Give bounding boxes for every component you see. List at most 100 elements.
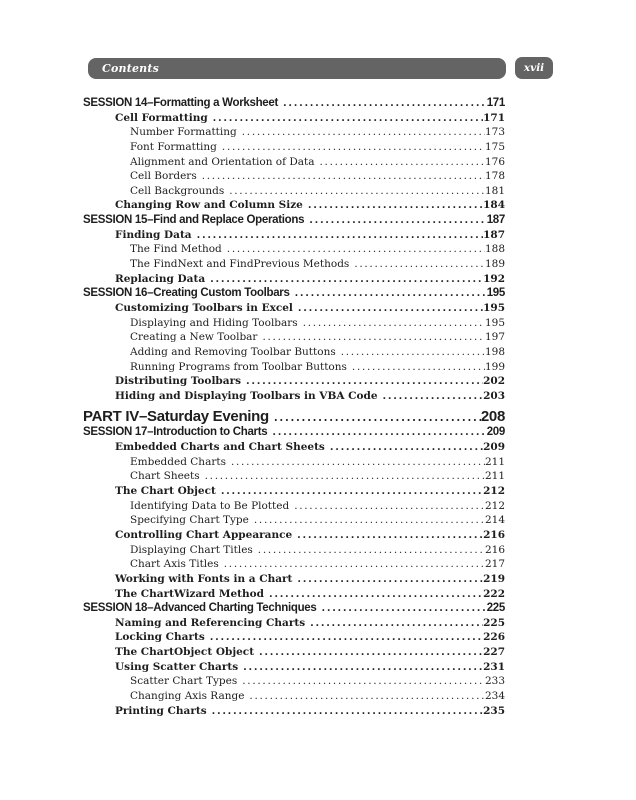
toc-entry-title: Customizing Toolbars in Excel [115, 301, 293, 314]
toc-list: SESSION 14–Formatting a Worksheet 171 Ce… [83, 96, 505, 718]
toc-entry-title: PART IV–Saturday Evening [83, 408, 269, 426]
dot-leader [321, 601, 486, 616]
toc-entry: Changing Row and Column Size 184 [83, 198, 505, 213]
toc-entry-page: 227 [483, 646, 505, 659]
toc-entry: Chart Sheets 211 [83, 469, 505, 484]
toc-entry: Cell Borders 178 [83, 169, 505, 184]
toc-entry-page: 178 [484, 170, 505, 183]
toc-entry: Using Scatter Charts 231 [83, 660, 505, 675]
toc-entry-title: Using Scatter Charts [115, 660, 239, 673]
toc-entry-page: 173 [484, 126, 505, 139]
toc-entry-title: Finding Data [115, 228, 192, 241]
toc-entry-title: Number Formatting [130, 126, 237, 139]
dot-leader [249, 689, 485, 704]
toc-entry: Customizing Toolbars in Excel 195 [83, 301, 505, 316]
toc-entry: SESSION 15–Find and Replace Operations 1… [83, 213, 505, 228]
toc-entry-page: 209 [483, 441, 505, 454]
toc-entry: Controlling Chart Appearance 216 [83, 528, 505, 543]
dot-leader [254, 513, 485, 528]
dot-leader [274, 409, 481, 426]
toc-entry-title: Replacing Data [115, 272, 206, 285]
dot-leader [210, 630, 483, 645]
toc-entry: Working with Fonts in a Chart 219 [83, 572, 505, 587]
toc-entry-title: Working with Fonts in a Chart [115, 572, 293, 585]
toc-entry-page: 202 [483, 375, 505, 388]
toc-entry-title: Cell Borders [130, 170, 197, 183]
toc-entry-title: SESSION 17–Introduction to Charts [83, 426, 268, 439]
toc-entry-title: SESSION 18–Advanced Charting Techniques [83, 602, 317, 615]
toc-entry-page: 187 [486, 214, 506, 227]
toc-entry-page: 234 [484, 689, 505, 702]
toc-entry-title: Displaying Chart Titles [130, 543, 253, 556]
toc-entry: SESSION 16–Creating Custom Toolbars 195 [83, 286, 505, 301]
toc-entry: SESSION 17–Introduction to Charts 209 [83, 425, 505, 440]
toc-entry-page: 225 [486, 602, 506, 615]
dot-leader [222, 140, 485, 155]
toc-entry-title: Adding and Removing Toolbar Buttons [130, 345, 336, 358]
toc-entry-title: Embedded Charts and Chart Sheets [115, 441, 325, 454]
toc-entry-page: 214 [484, 514, 505, 527]
toc-entry: SESSION 14–Formatting a Worksheet 171 [83, 96, 505, 111]
toc-entry: PART IV–Saturday Evening 208 [83, 408, 505, 425]
toc-entry: Creating a New Toolbar 197 [83, 330, 505, 345]
dot-leader [309, 213, 486, 228]
toc-entry-title: Running Programs from Toolbar Buttons [130, 360, 347, 373]
toc-entry-page: 175 [484, 140, 505, 153]
toc-entry-title: Controlling Chart Appearance [115, 528, 293, 541]
page-number: xvii [523, 62, 545, 74]
toc-entry: Scatter Chart Types 233 [83, 674, 505, 689]
toc-entry-title: Changing Axis Range [130, 689, 245, 702]
dot-leader [212, 704, 483, 719]
toc-entry-title: Chart Sheets [130, 470, 200, 483]
toc-entry: Replacing Data 192 [83, 272, 505, 287]
dot-leader [272, 425, 486, 440]
toc-entry-title: Changing Row and Column Size [115, 199, 303, 212]
toc-entry: Cell Formatting 171 [83, 111, 505, 126]
toc-entry: The FindNext and FindPrevious Methods 18… [83, 257, 505, 272]
toc-entry: Chart Axis Titles 217 [83, 557, 505, 572]
toc-entry-page: 195 [486, 287, 506, 300]
toc-entry-page: 217 [484, 558, 505, 571]
dot-leader [242, 125, 485, 140]
toc-entry-title: SESSION 16–Creating Custom Toolbars [83, 287, 290, 300]
toc-entry-title: Creating a New Toolbar [130, 331, 258, 344]
toc-entry-title: The FindNext and FindPrevious Methods [130, 258, 350, 271]
toc-entry: Specifying Chart Type 214 [83, 513, 505, 528]
toc-entry: SESSION 18–Advanced Charting Techniques … [83, 601, 505, 616]
toc-entry-title: The Chart Object [115, 485, 216, 498]
toc-entry-title: Naming and Referencing Charts [115, 616, 306, 629]
dot-leader [308, 198, 483, 213]
dot-leader [297, 528, 483, 543]
toc-entry: Displaying and Hiding Toolbars 195 [83, 316, 505, 331]
dot-leader [258, 543, 485, 558]
toc-entry-page: 211 [484, 455, 505, 468]
toc-entry-page: 181 [484, 184, 505, 197]
toc-entry-title: Cell Formatting [115, 111, 208, 124]
dot-leader [310, 616, 483, 631]
toc-entry-page: 235 [483, 704, 505, 717]
toc-entry: Locking Charts 226 [83, 630, 505, 645]
toc-entry: Embedded Charts 211 [83, 455, 505, 470]
dot-leader [229, 184, 485, 199]
toc-entry: Changing Axis Range 234 [83, 689, 505, 704]
dot-leader [352, 360, 485, 375]
toc-entry-title: SESSION 15–Find and Replace Operations [83, 214, 305, 227]
toc-entry-title: Distributing Toolbars [115, 375, 242, 388]
toc-entry-page: 222 [483, 587, 505, 600]
dot-leader [221, 484, 483, 499]
dot-leader [242, 674, 485, 689]
dot-leader [243, 660, 483, 675]
toc-entry-title: Font Formatting [130, 140, 217, 153]
toc-entry-page: 199 [484, 360, 505, 373]
toc-entry: Running Programs from Toolbar Buttons 19… [83, 360, 505, 375]
toc-entry-page: 226 [483, 631, 505, 644]
toc-entry-page: 208 [480, 408, 505, 426]
dot-leader [205, 469, 485, 484]
toc-entry-page: 171 [486, 97, 506, 109]
toc-entry-page: 189 [484, 258, 505, 271]
dot-leader [227, 242, 485, 257]
dot-leader [283, 96, 487, 111]
dot-leader [262, 330, 485, 345]
toc-entry-page: 212 [484, 499, 505, 512]
